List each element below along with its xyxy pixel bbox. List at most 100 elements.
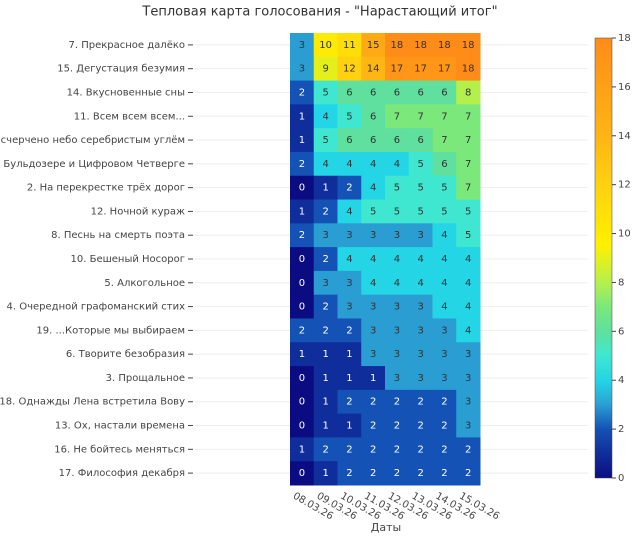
cell-label: 4	[346, 254, 352, 265]
cell-label: 3	[322, 278, 328, 289]
cell-label: 17	[391, 64, 404, 75]
heat-cell	[456, 33, 481, 58]
heat-cell	[337, 56, 362, 82]
cell-label: 11	[343, 40, 356, 51]
heat-cell	[432, 128, 457, 153]
cell-label: 3	[299, 40, 305, 51]
y-tick-label: рном Бульдозере и Цифровом Четверге	[0, 159, 185, 170]
cell-label: 7	[394, 111, 400, 122]
y-tick-label: 10. Бешеный Носорог	[71, 254, 185, 265]
cell-label: 1	[322, 397, 328, 408]
heat-cell	[385, 223, 410, 248]
heat-cell	[456, 270, 481, 296]
colorbar-tick-label: 16	[618, 82, 631, 93]
heat-cell	[385, 56, 410, 82]
heat-cell	[456, 437, 481, 462]
heat-cell	[408, 128, 433, 153]
cell-label: 2	[370, 397, 376, 408]
heat-cell	[385, 318, 410, 343]
cell-label: 2	[346, 397, 352, 408]
cell-label: 12	[343, 64, 356, 75]
cell-label: 3	[299, 64, 305, 75]
heat-cell	[361, 366, 386, 391]
cell-label: 2	[299, 230, 305, 241]
heat-cell	[313, 175, 338, 201]
cell-label: 4	[441, 278, 447, 289]
y-tick-label: 7. Прекрасное далёко	[69, 40, 185, 51]
heat-cell	[456, 223, 481, 248]
colorbar-tick-label: 14	[618, 131, 631, 142]
heat-cell	[313, 318, 338, 343]
cell-label: 15	[367, 40, 380, 51]
cell-label: 2	[346, 183, 352, 194]
heat-cell	[456, 104, 481, 129]
cell-label: 6	[346, 87, 352, 98]
cell-label: 5	[417, 183, 423, 194]
cell-label: 4	[370, 254, 376, 265]
heat-cell	[313, 342, 338, 367]
chart-title: Тепловая карта голосования - "Нарастающи…	[141, 5, 497, 20]
cell-label: 5	[417, 206, 423, 217]
heat-cell	[385, 270, 410, 296]
heat-cell	[385, 413, 410, 438]
cell-label: 1	[346, 421, 352, 432]
cell-label: 2	[346, 325, 352, 336]
cell-label: 1	[322, 183, 328, 194]
y-tick-label: 5. Алкогольное	[104, 278, 185, 289]
heat-cell	[456, 247, 481, 272]
heat-cell	[337, 461, 362, 486]
cell-label: 1	[299, 206, 305, 217]
cell-label: 2	[394, 468, 400, 479]
heat-cell	[337, 294, 362, 319]
cell-label: 0	[299, 397, 305, 408]
heat-cell	[432, 318, 457, 343]
heat-cell	[432, 461, 457, 486]
cell-label: 2	[394, 444, 400, 455]
colorbar-tick-label: 4	[618, 375, 624, 386]
heat-cell	[313, 247, 338, 272]
y-tick-label: 11. Всем всем всем...	[74, 111, 185, 122]
cell-label: 3	[417, 325, 423, 336]
heat-cell	[432, 366, 457, 391]
heat-cell	[337, 389, 362, 415]
heat-cell	[290, 294, 315, 319]
heat-cell	[408, 318, 433, 343]
heat-cell	[408, 437, 433, 462]
heat-cell	[456, 175, 481, 201]
cell-label: 2	[417, 444, 423, 455]
heat-cell	[408, 199, 433, 224]
heat-cell	[385, 104, 410, 129]
heat-cell	[313, 104, 338, 129]
y-tick-label: 4. Очередной графоманский стих	[7, 302, 186, 313]
y-tick-label: 12. Ночной кураж	[91, 206, 185, 217]
cell-label: 2	[299, 325, 305, 336]
y-tick-label: 15. Дегустация безумия	[57, 64, 185, 75]
cell-label: 3	[465, 397, 471, 408]
cell-label: 2	[465, 444, 471, 455]
heat-cell	[408, 80, 433, 105]
cell-label: 6	[370, 87, 376, 98]
y-tick-label: 6. Творите безобразия	[66, 349, 185, 360]
cell-label: 0	[299, 421, 305, 432]
cell-label: 1	[299, 135, 305, 146]
heat-cell	[313, 270, 338, 296]
cell-label: 6	[346, 135, 352, 146]
heat-cell	[456, 461, 481, 486]
heat-cell	[456, 128, 481, 153]
heat-cell	[313, 223, 338, 248]
heat-cell	[408, 104, 433, 129]
heat-cell	[337, 33, 362, 58]
heat-cell	[432, 175, 457, 201]
cell-label: 4	[322, 159, 328, 170]
heat-cell	[385, 366, 410, 391]
cell-label: 10	[319, 40, 332, 51]
cell-label: 1	[346, 373, 352, 384]
heat-cell	[432, 247, 457, 272]
cell-label: 0	[299, 373, 305, 384]
colorbar-tick-label: 12	[618, 180, 631, 191]
heat-cell	[456, 151, 481, 177]
colorbar-tick-label: 0	[618, 473, 624, 484]
y-tick-label: 16. Не бойтесь меняться	[54, 444, 185, 455]
cell-label: 5	[370, 206, 376, 217]
cell-label: 3	[417, 373, 423, 384]
